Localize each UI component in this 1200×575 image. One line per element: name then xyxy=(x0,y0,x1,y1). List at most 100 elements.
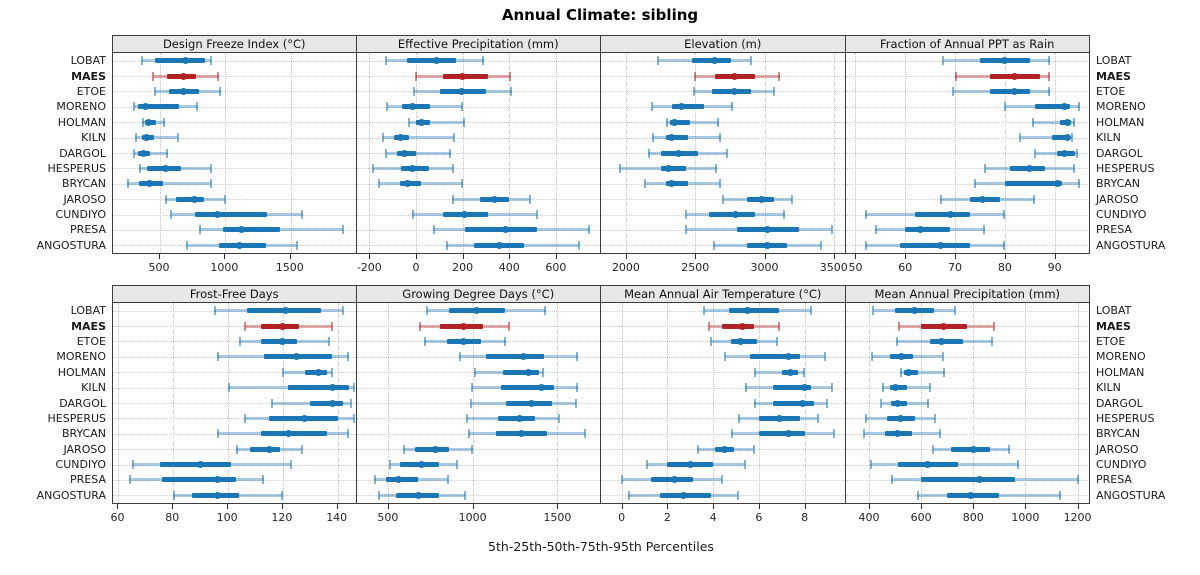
whisker-cap-95th xyxy=(327,336,330,346)
whisker-cap-5th xyxy=(213,306,216,316)
h-gridline xyxy=(845,91,1090,93)
whisker-cap-5th xyxy=(627,490,630,500)
x-tick-label: 80 xyxy=(165,511,180,524)
h-gridline xyxy=(113,183,356,185)
range-5th-95th-dargol xyxy=(1034,151,1078,155)
median-dot-cundiyo xyxy=(197,461,205,469)
median-dot-cundiyo xyxy=(461,211,469,219)
station-label-left-holman: HOLMAN xyxy=(57,115,106,129)
whisker-cap-95th xyxy=(717,117,720,127)
station-label-right-etoe: ETOE xyxy=(1096,334,1126,348)
whisker-cap-95th xyxy=(1078,179,1081,189)
whisker-cap-5th xyxy=(471,383,474,393)
panel-header-mean-annual-air-temperature-c: Mean Annual Air Temperature (°C) xyxy=(601,285,846,303)
whisker-cap-5th xyxy=(753,367,756,377)
x-tick xyxy=(172,504,174,509)
whisker-cap-5th xyxy=(939,194,942,204)
x-tick xyxy=(1054,254,1056,259)
h-gridline xyxy=(356,137,601,139)
range-25th-75th-angostura xyxy=(900,242,970,248)
whisker-cap-5th xyxy=(864,210,867,220)
whisker-cap-5th xyxy=(730,429,733,439)
median-dot-dargol xyxy=(675,149,683,157)
whisker-cap-5th xyxy=(696,444,699,454)
h-gridline xyxy=(601,495,845,497)
median-dot-dargol xyxy=(328,399,336,407)
whisker-cap-95th xyxy=(941,352,944,362)
median-dot-holman xyxy=(1063,118,1071,126)
whisker-cap-5th xyxy=(426,306,429,316)
median-dot-jaroso xyxy=(490,195,498,203)
h-gridline xyxy=(113,372,356,374)
whisker-cap-95th xyxy=(819,240,822,250)
station-label-left-lobat: LOBAT xyxy=(70,54,106,68)
whisker-cap-5th xyxy=(271,398,274,408)
whisker-cap-5th xyxy=(133,148,136,158)
whisker-cap-95th xyxy=(471,444,474,454)
whisker-cap-95th xyxy=(719,133,722,143)
x-tick-label: 1500 xyxy=(275,261,304,274)
whisker-cap-5th xyxy=(282,367,285,377)
whisker-cap-5th xyxy=(235,444,238,454)
whisker-cap-95th xyxy=(341,306,344,316)
whisker-cap-95th xyxy=(1048,56,1051,66)
median-dot-presa xyxy=(502,226,510,234)
x-axis-growing-degree-days-c: 500 1000 1500 xyxy=(357,504,602,528)
whisker-cap-5th xyxy=(216,352,219,362)
median-dot-holman xyxy=(315,368,322,376)
whisker-cap-95th xyxy=(588,225,591,235)
whisker-cap-5th xyxy=(874,225,877,235)
median-dot-lobat xyxy=(711,57,719,65)
h-gridline xyxy=(113,356,356,358)
h-gridline xyxy=(356,433,601,435)
range-5th-95th-dargol xyxy=(133,151,168,155)
whisker-cap-95th xyxy=(1017,460,1020,470)
x-tick xyxy=(868,504,870,509)
h-gridline xyxy=(601,137,845,139)
whisker-cap-95th xyxy=(352,413,355,423)
whisker-cap-5th xyxy=(138,163,141,173)
h-gridline xyxy=(601,433,845,435)
range-25th-75th-dargol xyxy=(772,400,814,406)
range-25th-75th-cundiyo xyxy=(159,462,231,468)
whisker-cap-5th xyxy=(378,490,381,500)
median-dot-cundiyo xyxy=(946,211,954,219)
whisker-cap-95th xyxy=(301,210,304,220)
h-gridline xyxy=(845,418,1090,420)
median-dot-jaroso xyxy=(969,445,977,453)
whisker-cap-5th xyxy=(703,306,706,316)
whisker-cap-95th xyxy=(718,179,721,189)
whisker-cap-5th xyxy=(890,475,893,485)
whisker-cap-5th xyxy=(724,352,727,362)
whisker-cap-5th xyxy=(651,133,654,143)
station-label-left-presa: PRESA xyxy=(70,223,106,237)
whisker-cap-95th xyxy=(830,225,833,235)
x-tick xyxy=(472,504,474,509)
h-gridline xyxy=(113,310,356,312)
station-label-left-hesperus: HESPERUS xyxy=(47,411,106,425)
range-5th-95th-holman xyxy=(754,370,805,374)
whisker-cap-5th xyxy=(1019,133,1022,143)
whisker-cap-95th xyxy=(816,413,819,423)
whisker-cap-95th xyxy=(803,367,806,377)
range-25th-75th-moreno xyxy=(671,104,704,110)
whisker-cap-5th xyxy=(619,163,622,173)
x-tick xyxy=(758,504,760,509)
x-tick-label: 60 xyxy=(110,511,125,524)
h-gridline xyxy=(601,168,845,170)
x-tick-label: 1000 xyxy=(1011,511,1040,524)
median-dot-angostura xyxy=(967,491,975,499)
whisker-cap-5th xyxy=(411,210,414,220)
range-25th-75th-brycan xyxy=(260,431,327,437)
whisker-cap-95th xyxy=(209,163,212,173)
whisker-cap-95th xyxy=(1048,86,1051,96)
median-dot-jaroso xyxy=(757,195,765,203)
x-axis-fraction-of-annual-ppt-as-rain: 50 60 70 80 90 xyxy=(846,254,1091,278)
x-axis-elevation-m: 2000 2500 3000 3500 xyxy=(601,254,848,278)
whisker-cap-5th xyxy=(942,56,945,66)
panel-body-growing-degree-days-c xyxy=(356,303,601,504)
x-tick xyxy=(804,504,806,509)
range-25th-75th-kiln xyxy=(501,385,555,391)
whisker-cap-95th xyxy=(749,56,752,66)
